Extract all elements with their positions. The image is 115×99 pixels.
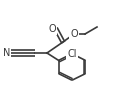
Text: Cl: Cl [67,49,76,59]
Text: O: O [70,29,77,39]
Text: N: N [3,48,10,58]
Text: O: O [48,24,56,34]
